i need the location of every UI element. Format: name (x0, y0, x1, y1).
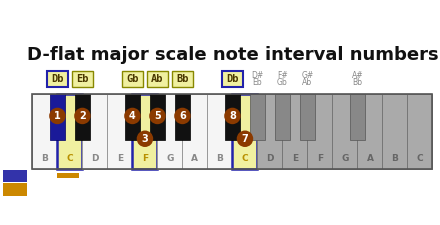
Text: 6: 6 (179, 111, 186, 121)
Text: 7: 7 (242, 134, 248, 144)
Bar (207, 94, 232, 169)
Bar (58, 173, 79, 178)
Text: Bb: Bb (352, 78, 363, 87)
Circle shape (224, 108, 241, 124)
Bar (225, 94, 240, 140)
Bar (275, 94, 290, 140)
Bar (308, 94, 333, 169)
Bar (232, 94, 257, 169)
Text: Eb: Eb (253, 78, 262, 87)
Circle shape (49, 108, 66, 124)
Text: 1: 1 (54, 111, 61, 121)
Text: Eb: Eb (76, 74, 89, 84)
Circle shape (137, 130, 153, 147)
Text: C: C (242, 154, 248, 163)
Bar (33, 94, 58, 169)
Text: 3: 3 (142, 134, 148, 144)
Bar (333, 94, 357, 169)
Text: 2: 2 (79, 111, 86, 121)
FancyBboxPatch shape (72, 71, 93, 87)
Bar (300, 94, 315, 140)
Bar (107, 94, 132, 169)
Bar (3, 170, 27, 182)
Text: A#: A# (352, 71, 363, 80)
Circle shape (149, 108, 166, 124)
Bar (33, 94, 433, 169)
Text: C: C (66, 154, 73, 163)
Text: E: E (292, 154, 298, 163)
Bar (50, 94, 65, 140)
Text: G: G (166, 154, 174, 163)
Bar (82, 94, 107, 169)
Bar (250, 94, 265, 140)
Text: Gb: Gb (277, 78, 288, 87)
Bar (350, 94, 365, 140)
Bar (158, 94, 183, 169)
Bar (407, 94, 433, 169)
Text: Db: Db (51, 74, 64, 84)
Text: F#: F# (277, 71, 288, 80)
Text: 4: 4 (129, 111, 136, 121)
Bar (125, 94, 140, 140)
Bar (183, 94, 207, 169)
Text: G: G (341, 154, 348, 163)
FancyBboxPatch shape (47, 71, 68, 87)
Text: C: C (417, 154, 423, 163)
Text: A: A (191, 154, 198, 163)
Bar (282, 94, 308, 169)
FancyBboxPatch shape (222, 71, 243, 87)
Text: Bb: Bb (176, 74, 189, 84)
Text: B: B (216, 154, 224, 163)
Bar (132, 94, 158, 169)
Text: Gb: Gb (126, 74, 139, 84)
Text: G#: G# (301, 71, 314, 80)
Text: B: B (392, 154, 399, 163)
Text: Db: Db (226, 74, 239, 84)
Text: E: E (117, 154, 123, 163)
Text: D#: D# (251, 71, 264, 80)
Text: basicmusictheory.com: basicmusictheory.com (12, 75, 18, 141)
Bar (3, 183, 27, 196)
Text: 5: 5 (154, 111, 161, 121)
Text: F: F (317, 154, 323, 163)
Bar (257, 94, 282, 169)
Bar (357, 94, 382, 169)
Text: Ab: Ab (302, 78, 312, 87)
Circle shape (74, 108, 91, 124)
Bar (58, 94, 82, 169)
Text: D-flat major scale note interval numbers: D-flat major scale note interval numbers (27, 46, 438, 64)
Bar (150, 94, 165, 140)
Bar (382, 94, 407, 169)
FancyBboxPatch shape (122, 71, 143, 87)
Text: 8: 8 (229, 111, 236, 121)
Bar (175, 94, 190, 140)
Text: B: B (41, 154, 48, 163)
Text: D: D (91, 154, 99, 163)
Circle shape (174, 108, 191, 124)
Circle shape (124, 108, 141, 124)
Text: A: A (367, 154, 374, 163)
Text: F: F (142, 154, 148, 163)
Circle shape (237, 130, 253, 147)
Text: D: D (266, 154, 274, 163)
Text: Ab: Ab (151, 74, 164, 84)
FancyBboxPatch shape (147, 71, 168, 87)
FancyBboxPatch shape (172, 71, 193, 87)
Bar (75, 94, 90, 140)
